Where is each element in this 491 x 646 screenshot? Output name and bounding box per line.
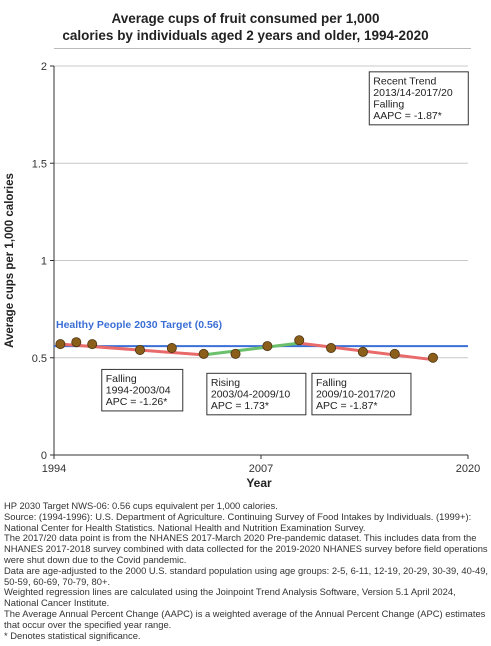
data-point [198, 348, 209, 359]
x-tick-label: 1994 [42, 463, 66, 475]
data-point [230, 348, 241, 359]
data-point [71, 337, 82, 348]
data-point [357, 346, 368, 357]
footnote: * Denotes statistical significance. [4, 629, 141, 641]
footnote: HP 2030 Target NWS-06: 0.56 cups equival… [4, 500, 278, 511]
footnote: Source: (1994-1996): U.S. Department of … [4, 510, 472, 533]
annotation-text: Falling [316, 377, 347, 389]
x-tick-label: 2007 [249, 463, 273, 475]
x-axis-title: Year [246, 476, 272, 490]
x-tick-label: 2020 [456, 463, 480, 475]
target-label: Healthy People 2030 Target (0.56) [56, 319, 222, 331]
data-point [326, 343, 337, 354]
chart-title-line-1: Average cups of fruit consumed per 1,000 [111, 11, 380, 26]
annotation-text: 2003/04-2009/10 [211, 388, 291, 400]
line-chart: 0 0.5 1 1.5 2 1994 2007 2020 Year Average cups pe… [4, 61, 480, 490]
data-point [55, 339, 66, 350]
annotation-box [101, 368, 184, 412]
data-point [262, 341, 273, 352]
data-point [166, 343, 177, 354]
annotation-text: Falling [373, 98, 404, 110]
trend-line-falling [58, 342, 206, 357]
annotation-text: 2009/10-2017/20 [316, 388, 396, 400]
footnote: Data are age-adjusted to the 2000 U.S. s… [4, 564, 489, 587]
footnote: The 2017/20 data point is from the NHANE… [4, 532, 488, 565]
y-axis-title: Average cups per 1,000 calories [4, 173, 16, 348]
annotation-box [206, 372, 307, 416]
footnote: Weighted regression lines are calculated… [4, 586, 456, 609]
y-tick-label: 0.5 [32, 353, 47, 365]
annotation-text: 2013/14-2017/20 [373, 87, 453, 99]
y-tick-label: 2 [41, 61, 47, 73]
annotation-text: 1994-2003/04 [106, 384, 171, 396]
footnotes: HP 2030 Target NWS-06: 0.56 cups equival… [4, 500, 489, 641]
data-point [87, 339, 98, 350]
annotation-text: Falling [106, 373, 137, 385]
chart-title-line-2: calories by individuals aged 2 years and… [62, 28, 429, 43]
annotation-text: Rising [211, 377, 240, 389]
annotation-text: Recent Trend [373, 75, 436, 87]
data-point [427, 352, 438, 363]
annotation-text: APC = -1.26* [106, 396, 168, 408]
y-tick-label: 1 [41, 256, 47, 268]
annotation-text: APC = 1.73* [211, 400, 269, 412]
annotation-text: APC = -1.87* [316, 400, 378, 412]
data-point [294, 335, 305, 346]
data-point [389, 348, 400, 359]
y-tick-label: 1.5 [32, 158, 47, 170]
title-divider [54, 48, 471, 49]
annotation-box [311, 372, 412, 416]
chart-title: Average cups of fruit consumed per 1,000… [20, 10, 471, 44]
footnote: The Average Annual Percent Change (AAPC)… [4, 607, 486, 630]
annotation-box [368, 71, 469, 126]
trend-line-rising [202, 341, 301, 357]
annotation-text: AAPC = -1.87* [373, 110, 442, 122]
y-tick-label: 0 [41, 450, 47, 462]
data-point [134, 344, 145, 355]
